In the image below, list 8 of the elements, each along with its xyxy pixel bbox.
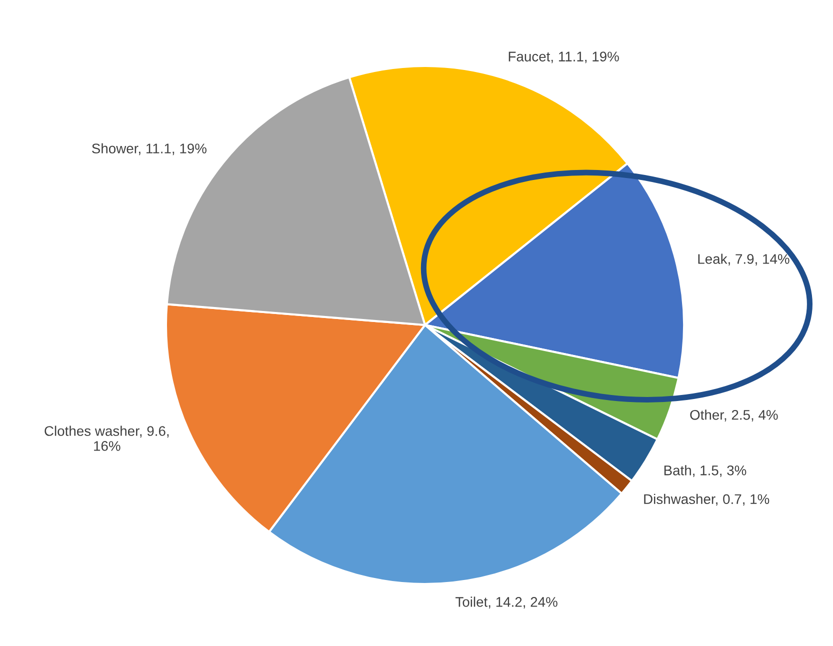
slice-label: Other, 2.5, 4% [690,410,778,422]
slice-label: Faucet, 11.1, 19% [508,52,619,64]
slice-label: Shower, 11.1, 19% [92,143,206,156]
slice-label: Leak, 7.9, 14% [698,254,790,266]
slice-label: Toilet, 14.2, 24% [456,596,558,609]
slice-label: Bath, 1.5, 3% [664,465,746,477]
slice-label: Dishwasher, 0.7, 1% [644,494,770,506]
slice-label: Clothes washer, 9.6, 16% [44,426,169,451]
